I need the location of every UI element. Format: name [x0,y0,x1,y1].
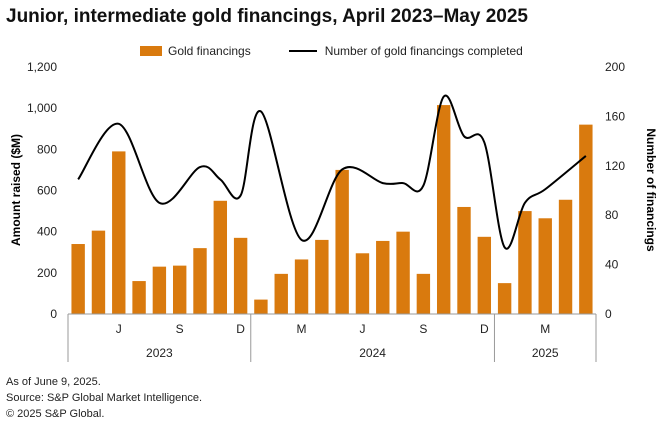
y-tick-label: 400 [37,225,57,239]
y-tick-label: 1,200 [27,60,57,74]
x-tick-label: S [176,322,184,336]
right-axis-label: Number of financings [644,128,658,252]
legend-line-label: Number of gold financings completed [324,44,523,58]
y-tick-label: 1,000 [27,101,57,115]
footer-date: As of June 9, 2025. [6,376,101,388]
year-label: 2023 [146,346,173,360]
bar [538,218,552,314]
line-series [77,94,587,250]
footer-source: Source: S&P Global Market Intelligence. [6,392,203,404]
footer-notes: As of June 9, 2025. Source: S&P Global M… [6,374,202,422]
bar [396,231,410,314]
chart-title: Junior, intermediate gold financings, Ap… [6,6,528,27]
bar [254,299,268,314]
right-axis-ticks: 0 40 80 120 160 200 [605,60,625,321]
y-tick-label: 800 [37,142,57,156]
x-tick-label: D [236,322,245,336]
left-axis-label: Amount raised ($M) [9,134,23,246]
x-tick-label: J [359,322,365,336]
bar [416,273,431,314]
bar [579,124,593,314]
x-tick-label: M [540,322,550,336]
x-tick-label: D [480,322,489,336]
bar [193,248,207,314]
left-axis-ticks: 0 200 400 600 800 1,000 1,200 [27,60,57,321]
bar [112,151,126,314]
y2-tick-label: 160 [605,109,625,123]
x-tick-label: S [419,322,427,336]
x-tick-label: M [297,322,307,336]
bar [315,239,329,314]
bar [213,200,228,314]
x-axis: J S D M J S D M 2023 2024 2025 [67,313,597,362]
bar [152,266,167,314]
y-tick-label: 200 [37,266,57,280]
y2-tick-label: 120 [605,159,625,173]
bar [477,236,492,314]
bar-series [71,105,593,315]
y2-tick-label: 200 [605,60,625,74]
bar [558,199,573,314]
bar [172,265,187,314]
y2-tick-label: 80 [605,208,619,222]
bar [294,259,309,314]
bar [233,237,248,314]
x-tick-label: J [116,322,122,336]
y2-tick-label: 40 [605,258,619,272]
bar [91,230,106,314]
legend-line-swatch [288,50,317,52]
bar [335,169,349,314]
count-line [77,94,587,250]
year-label: 2025 [532,346,559,360]
bar [457,206,471,314]
bar [376,240,390,314]
year-label: 2024 [359,346,386,360]
bar [436,105,451,315]
bar [274,273,288,314]
y-tick-label: 600 [37,184,57,198]
bar [497,283,512,314]
chart-legend: Gold financings Number of gold financing… [140,44,523,58]
bar [518,211,532,314]
bar [355,253,370,314]
bar [71,244,85,314]
legend-bar-swatch [140,46,162,56]
bar [132,281,146,314]
footer-copyright: © 2025 S&P Global. [6,408,105,420]
legend-bar-label: Gold financings [168,44,251,58]
y-tick-label: 0 [50,307,57,321]
y2-tick-label: 0 [605,307,612,321]
